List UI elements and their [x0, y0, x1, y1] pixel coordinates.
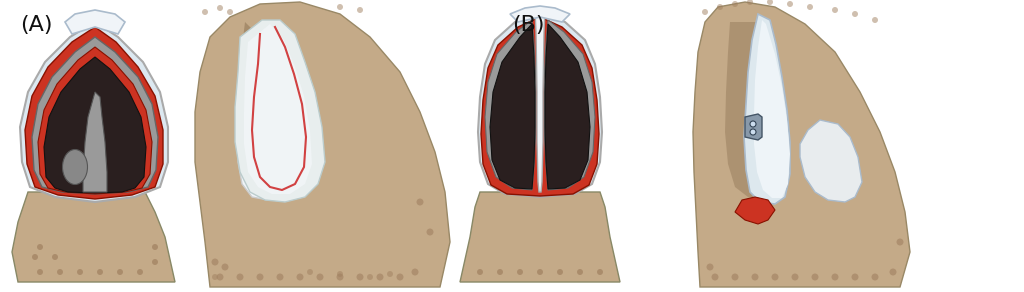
Circle shape: [216, 274, 223, 281]
Circle shape: [752, 274, 759, 281]
Circle shape: [32, 254, 38, 260]
Circle shape: [357, 7, 362, 13]
Circle shape: [337, 4, 343, 10]
Ellipse shape: [62, 150, 87, 185]
Circle shape: [852, 11, 858, 17]
Circle shape: [227, 9, 233, 15]
Circle shape: [831, 7, 838, 13]
Text: (B): (B): [512, 15, 545, 34]
Polygon shape: [195, 2, 450, 287]
Circle shape: [316, 274, 324, 281]
Circle shape: [896, 239, 903, 246]
Circle shape: [52, 254, 58, 260]
Circle shape: [702, 9, 708, 15]
Polygon shape: [234, 20, 325, 202]
Polygon shape: [44, 57, 146, 193]
Polygon shape: [460, 192, 620, 282]
Circle shape: [276, 274, 284, 281]
Polygon shape: [65, 10, 125, 34]
Circle shape: [497, 269, 503, 275]
Circle shape: [767, 0, 773, 5]
Circle shape: [256, 274, 263, 281]
Circle shape: [237, 274, 244, 281]
Circle shape: [356, 274, 364, 281]
Polygon shape: [544, 20, 595, 190]
Polygon shape: [20, 22, 168, 202]
Circle shape: [746, 0, 753, 5]
Circle shape: [577, 269, 583, 275]
Polygon shape: [510, 6, 570, 22]
Polygon shape: [744, 14, 790, 204]
Circle shape: [707, 263, 714, 270]
Circle shape: [367, 274, 373, 280]
Circle shape: [202, 9, 208, 15]
Polygon shape: [490, 24, 535, 189]
Polygon shape: [238, 27, 295, 200]
Circle shape: [337, 274, 343, 281]
Circle shape: [212, 258, 218, 265]
Circle shape: [517, 269, 523, 275]
Polygon shape: [800, 120, 862, 202]
Polygon shape: [481, 17, 599, 196]
Polygon shape: [545, 24, 590, 189]
Circle shape: [37, 244, 43, 250]
Text: (A): (A): [20, 15, 53, 34]
Circle shape: [97, 269, 103, 275]
Circle shape: [337, 271, 343, 277]
Polygon shape: [693, 2, 910, 287]
Polygon shape: [38, 47, 152, 194]
Circle shape: [750, 121, 756, 127]
Circle shape: [807, 4, 813, 10]
Polygon shape: [83, 92, 106, 192]
Circle shape: [152, 244, 158, 250]
Polygon shape: [735, 197, 775, 224]
Circle shape: [787, 1, 793, 7]
Circle shape: [427, 229, 433, 236]
Circle shape: [77, 269, 83, 275]
Polygon shape: [745, 114, 762, 140]
Polygon shape: [535, 10, 545, 192]
Polygon shape: [478, 12, 602, 197]
Circle shape: [852, 274, 858, 281]
Polygon shape: [32, 37, 158, 194]
Polygon shape: [25, 27, 163, 199]
Polygon shape: [12, 192, 175, 282]
Circle shape: [872, 17, 878, 23]
Circle shape: [396, 274, 403, 281]
Circle shape: [871, 274, 879, 281]
Circle shape: [412, 269, 419, 275]
Circle shape: [217, 5, 223, 11]
Circle shape: [137, 269, 143, 275]
Circle shape: [712, 274, 719, 281]
Circle shape: [221, 263, 228, 270]
Circle shape: [377, 274, 384, 281]
Circle shape: [750, 129, 756, 135]
Circle shape: [890, 269, 896, 275]
Polygon shape: [725, 22, 790, 200]
Circle shape: [387, 271, 393, 277]
Circle shape: [297, 274, 303, 281]
Polygon shape: [237, 22, 300, 192]
Polygon shape: [754, 20, 790, 198]
Circle shape: [597, 269, 603, 275]
Circle shape: [557, 269, 563, 275]
Circle shape: [57, 269, 63, 275]
Circle shape: [37, 269, 43, 275]
Circle shape: [537, 269, 543, 275]
Circle shape: [307, 269, 313, 275]
Polygon shape: [485, 20, 536, 190]
Circle shape: [117, 269, 123, 275]
Circle shape: [732, 1, 738, 7]
Circle shape: [477, 269, 483, 275]
Circle shape: [417, 199, 424, 206]
Circle shape: [831, 274, 839, 281]
Circle shape: [717, 4, 723, 10]
Circle shape: [212, 274, 218, 280]
Circle shape: [771, 274, 778, 281]
Polygon shape: [244, 24, 312, 194]
Circle shape: [152, 259, 158, 265]
Circle shape: [731, 274, 738, 281]
Circle shape: [792, 274, 799, 281]
Circle shape: [811, 274, 818, 281]
